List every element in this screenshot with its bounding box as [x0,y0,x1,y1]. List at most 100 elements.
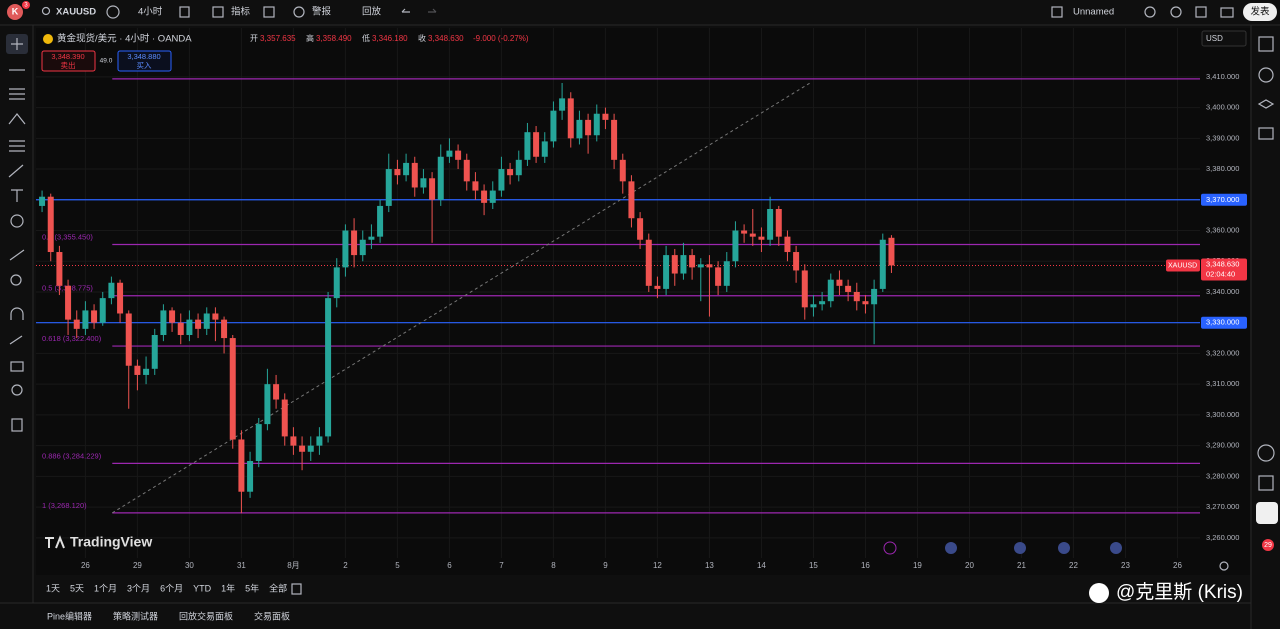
event-marker[interactable] [1110,542,1122,554]
sell-button[interactable] [41,50,96,72]
x-tick-label: 29 [133,561,142,570]
object-tree[interactable] [1257,99,1275,109]
timeframe-button[interactable]: 1年 [221,582,235,593]
ruler-tool[interactable] [9,249,25,261]
settings[interactable] [1170,6,1182,18]
event-marker[interactable] [883,541,897,555]
candle-body [255,424,262,461]
axis-settings[interactable] [1219,561,1229,571]
event-marker[interactable] [1058,542,1070,554]
avatar[interactable] [7,4,23,20]
indicators-icon [212,6,224,18]
panel-tab[interactable]: 策略测试器 [113,610,158,621]
plot: 3,260.000 3,270.000 3,280.000 3,290.000 3,30… [36,28,1247,570]
candle-body [732,230,739,262]
visibility-tool[interactable] [11,384,23,396]
y-tick-label: 3,310.000 [1206,379,1239,388]
quick-search[interactable] [1144,6,1156,18]
candle-body [498,169,505,191]
magnet-tool[interactable] [10,307,24,320]
timeframe-button[interactable]: 5天 [70,583,84,593]
chart-pane [36,28,1250,575]
y-tick-label: 3,400.000 [1206,103,1239,112]
symbol-search[interactable]: XAUUSD [56,7,96,18]
fullscreen[interactable] [1195,6,1207,18]
panel-tab[interactable]: 回放交易面板 [179,610,233,621]
candle-body [576,119,583,139]
price-tag-label: 3,348.630 [1206,259,1239,268]
candle-body [585,119,592,136]
x-tick-label: 9 [603,561,608,570]
layout-name[interactable]: Unnamed [1073,7,1114,18]
x-tick-label: 6 [447,561,452,570]
candle-body [420,178,427,188]
event-marker[interactable] [1014,542,1026,554]
timeframe-button[interactable]: YTD [193,583,212,593]
timeframe-button[interactable]: 1个月 [94,583,117,593]
templates[interactable] [263,6,275,18]
candle-body [628,181,635,219]
currency-select[interactable] [1201,30,1247,47]
panel-tab[interactable]: 交易面板 [254,610,290,621]
add-symbol[interactable] [106,5,120,19]
timeframe-button[interactable]: 3个月 [127,583,150,593]
candle-body [299,445,306,452]
text-tool[interactable] [11,189,23,202]
buy-button[interactable] [117,50,172,72]
alerts[interactable] [1258,67,1274,83]
candle-body [65,285,72,320]
publish-button[interactable] [1243,3,1277,21]
brush-tool[interactable] [8,164,24,178]
replay-button[interactable]: 回放 [362,6,382,18]
emoji-tool[interactable] [10,214,24,228]
date-range[interactable] [291,583,302,595]
candle-body [73,319,80,329]
forecast-tool[interactable] [9,140,25,152]
event-marker[interactable] [945,542,957,554]
overlay-text: @克里斯 (Kris) [1116,581,1243,603]
alert-button[interactable]: 警报 [312,6,332,18]
candle-body [671,255,678,274]
candle-body [108,282,115,299]
symbol-tag-label: XAUUSD [1168,262,1197,269]
candle-body [515,159,522,176]
x-tick-label: 5 [395,561,400,570]
ideas[interactable] [1257,444,1275,462]
redo[interactable] [428,8,437,13]
undo[interactable] [401,8,410,13]
chats[interactable] [1258,127,1274,140]
candle-body [871,288,878,305]
candle-body [56,252,63,286]
pattern-tool[interactable] [8,113,26,125]
overlay-logo [1089,583,1109,603]
legend-change: -9.000 (-0.27%) [473,34,529,43]
timeframe-button[interactable]: 6个月 [160,583,183,593]
calendar[interactable] [1258,475,1274,491]
timeframe-button[interactable]: 5年 [245,582,259,593]
legend-open-label: 开 [250,34,258,43]
candle-body [611,119,618,160]
interval-button[interactable]: 4小时 [138,6,163,18]
candle-body [151,334,158,369]
candle-body [663,255,670,289]
lock-tool[interactable] [10,361,24,372]
timeframe-button[interactable]: 全部 [269,582,287,593]
y-tick-label: 3,270.000 [1206,502,1239,511]
fib-tool[interactable] [9,88,25,100]
chart-type[interactable] [179,6,190,18]
candle-body [819,301,826,305]
zoom-tool[interactable] [10,274,22,286]
candle-body [212,313,219,320]
price-axis-label: 3,330.000 [1206,318,1239,327]
candle-body [385,169,392,206]
snapshot[interactable] [1220,7,1234,18]
products[interactable] [1256,502,1278,524]
indicators-button[interactable]: 指标 [231,6,251,18]
panel-tab[interactable]: Pine编辑器 [47,610,92,621]
draw-mode[interactable] [9,335,23,345]
timeframe-button[interactable]: 1天 [46,583,60,593]
watchlist[interactable] [1258,36,1274,52]
y-tick-label: 3,390.000 [1206,133,1239,142]
delete-tool[interactable] [11,418,23,432]
